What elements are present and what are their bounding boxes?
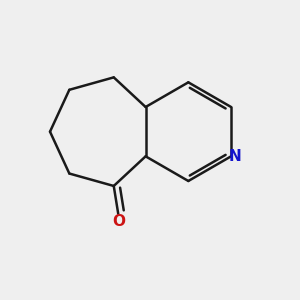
- Text: O: O: [112, 214, 125, 229]
- Text: N: N: [229, 149, 242, 164]
